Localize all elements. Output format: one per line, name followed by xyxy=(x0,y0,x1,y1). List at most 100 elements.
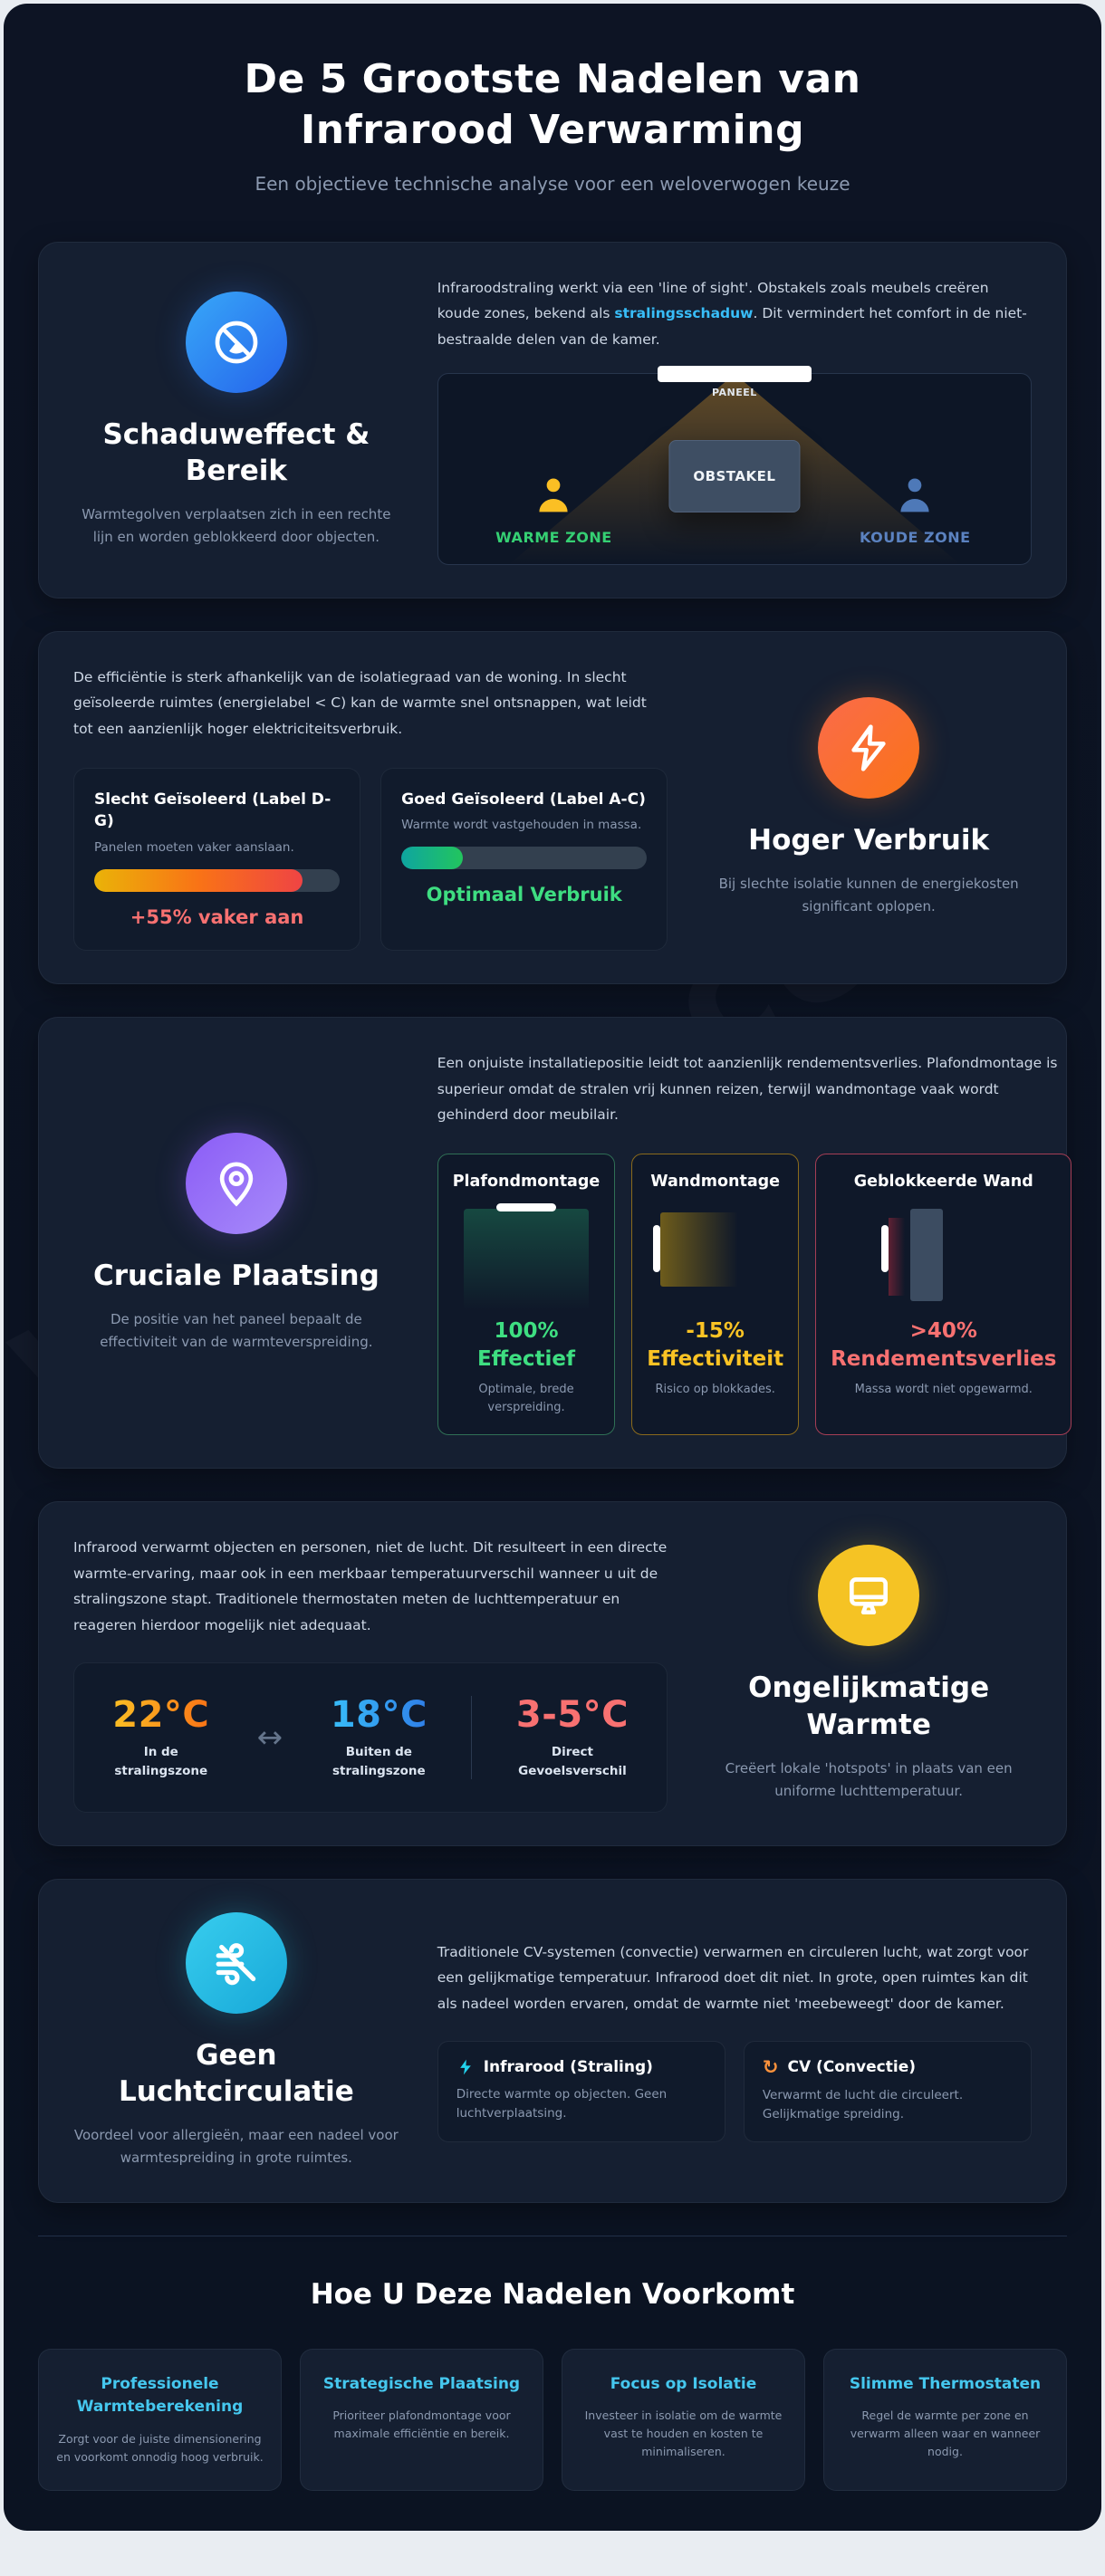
section-schaduweffect: Schaduweffect & Bereik Warmtegolven verp… xyxy=(38,241,1067,599)
map-pin-icon xyxy=(185,1132,287,1234)
section-subheading: Warmtegolven verplaatsen zich in een rec… xyxy=(82,506,391,545)
warmte-body: Infrarood verwarmt objecten en personen,… xyxy=(73,1535,668,1813)
heat-spread-graphic xyxy=(463,1208,589,1310)
verbruik-intro-column: Hoger Verbruik Bij slechte isolatie kunn… xyxy=(706,696,1032,918)
card-geblokkeerde-wand: Geblokkeerde Wand >40% Rendementsverlies… xyxy=(815,1153,1072,1436)
tip-isolatie: Focus op Isolatie Investeer in isolatie … xyxy=(562,2348,805,2491)
card-goed-geisoleerd: Goed Geïsoleerd (Label A-C) Warmte wordt… xyxy=(380,767,668,951)
warmte-paragraph: Infrarood verwarmt objecten en personen,… xyxy=(73,1539,668,1634)
blocked-heat-graphic xyxy=(888,1217,905,1296)
warmte-intro-column: Ongelijkmatige Warmte Creëert lokale 'ho… xyxy=(706,1545,1032,1802)
value-word: Effectiviteit xyxy=(647,1347,784,1371)
stat-in-zone: 22°C In de stralingszone xyxy=(112,1694,209,1781)
section-subheading: Bij slechte isolatie kunnen de energieko… xyxy=(718,876,1019,915)
card-desc: Verwarmt de lucht die circuleert. Gelijk… xyxy=(762,2087,964,2122)
stat-out-zone: 18°C Buiten de stralingszone xyxy=(331,1694,428,1781)
tip-desc: Prioriteer plafondmontage voor maximale … xyxy=(332,2408,511,2441)
card-title: Geblokkeerde Wand xyxy=(853,1172,1033,1191)
section-subheading: Voordeel voor allergieën, maar een nadee… xyxy=(73,2127,399,2166)
refresh-icon: ↻ xyxy=(762,2055,779,2078)
section-heading: Geen Luchtcirculatie xyxy=(73,2037,399,2111)
verbruik-paragraph: De efficiëntie is sterk afhankelijk van … xyxy=(73,668,647,737)
panel-graphic-bar xyxy=(880,1224,889,1272)
schaduweffect-intro-column: Schaduweffect & Bereik Warmtegolven verp… xyxy=(73,291,399,549)
bolt-cyan-icon xyxy=(459,2059,471,2074)
line-of-sight-diagram: PANEEL WARME ZONE OBSTAKEL xyxy=(437,365,1032,565)
page-subtitle: Een objectieve technische analyse voor e… xyxy=(255,172,850,195)
card-infrarood-straling: Infrarood (Straling) Directe warmte op o… xyxy=(437,2040,725,2142)
vertical-divider xyxy=(471,1695,473,1779)
tip-title: Slimme Thermostaten xyxy=(849,2374,1042,2393)
value-number: -15% xyxy=(686,1318,745,1343)
lucht-paragraph: Traditionele CV-systemen (convectie) ver… xyxy=(437,1943,1029,2012)
section-ongelijkmatige-warmte: Infrarood verwarmt objecten en personen,… xyxy=(38,1501,1067,1846)
panel-graphic-bar xyxy=(495,1202,556,1211)
heating-compare-cards: Infrarood (Straling) Directe warmte op o… xyxy=(437,2040,1032,2142)
stat-value: 3-5°C xyxy=(515,1693,629,1736)
wall-mount-graphic xyxy=(648,1203,783,1310)
tip-thermostaten: Slimme Thermostaten Regel de warmte per … xyxy=(823,2348,1067,2491)
card-title: Wandmontage xyxy=(650,1172,781,1191)
warm-zone-label: WARME ZONE xyxy=(495,528,612,546)
stat-value: 18°C xyxy=(330,1693,428,1736)
card-slecht-geisoleerd: Slecht Geïsoleerd (Label D-G) Panelen mo… xyxy=(73,767,361,951)
usage-bar-fill-green xyxy=(401,847,463,870)
tip-plaatsing: Strategische Plaatsing Prioriteer plafon… xyxy=(300,2348,543,2491)
usage-bar-track xyxy=(94,868,341,892)
stat-label-line1: Buiten de xyxy=(345,1744,412,1759)
signal-blocked-icon xyxy=(185,291,287,393)
value-number: >40% xyxy=(909,1318,977,1343)
card-value: >40% Rendementsverlies xyxy=(831,1317,1056,1374)
cold-zone-label: KOUDE ZONE xyxy=(860,528,971,546)
card-plafondmontage: Plafondmontage 100% Effectief Optimale, … xyxy=(437,1153,616,1436)
card-desc: Panelen moeten vaker aanslaan. xyxy=(94,839,294,855)
temperature-comparison-card: 22°C In de stralingszone ↔ 18°C Buiten d… xyxy=(73,1661,668,1813)
infographic-poster: warmte.com De 5 Grootste Nadelen van Inf… xyxy=(4,4,1101,2531)
panel-label: PANEEL xyxy=(711,386,757,398)
blocked-wall-graphic xyxy=(876,1203,1012,1310)
section-cruciale-plaatsing: Cruciale Plaatsing De positie van het pa… xyxy=(38,1016,1072,1470)
tip-title: Focus op Isolatie xyxy=(610,2374,757,2393)
stat-label: Direct Gevoelsverschil xyxy=(516,1743,629,1781)
section-heading-text: Geen Luchtcirculatie xyxy=(118,2038,354,2108)
card-desc: Risico op blokkades. xyxy=(655,1383,775,1397)
person-cold-icon xyxy=(900,478,929,512)
section-hoger-verbruik: De efficiëntie is sterk afhankelijk van … xyxy=(38,630,1067,984)
placement-cards: Plafondmontage 100% Effectief Optimale, … xyxy=(437,1153,1072,1436)
section-heading: Ongelijkmatige Warmte xyxy=(748,1671,990,1741)
card-value: -15% Effectiviteit xyxy=(647,1317,783,1374)
section-subheading: De positie van het paneel bepaalt de eff… xyxy=(100,1310,373,1350)
schaduweffect-paragraph: Infraroodstraling werkt via een 'line of… xyxy=(437,275,1032,353)
card-value: +55% vaker aan xyxy=(130,905,304,928)
usage-bar-track xyxy=(401,847,648,870)
value-word: Rendementsverlies xyxy=(831,1347,1057,1371)
stat-label: In de stralingszone xyxy=(112,1743,209,1781)
stat-value: 22°C xyxy=(112,1693,210,1736)
section-geen-luchtcirculatie: Geen Luchtcirculatie Voordeel voor aller… xyxy=(38,1878,1067,2203)
card-title: Slecht Geïsoleerd (Label D-G) xyxy=(94,790,332,831)
tips-grid: Professionele Warmteberekening Zorgt voo… xyxy=(38,2348,1067,2491)
stat-label-line2: Gevoelsverschil xyxy=(518,1763,627,1778)
lucht-body: Traditionele CV-systemen (convectie) ver… xyxy=(437,1939,1032,2142)
page-title-line1: De 5 Grootste Nadelen van xyxy=(244,56,861,102)
stat-label: Buiten de stralingszone xyxy=(331,1743,428,1781)
left-right-arrow-icon: ↔ xyxy=(256,1719,283,1756)
card-value: Optimaal Verbruik xyxy=(426,884,622,906)
card-desc: Warmte wordt vastgehouden in massa. xyxy=(401,818,642,833)
section-heading: Hoger Verbruik xyxy=(748,823,990,857)
stat-label-line2: stralingszone xyxy=(332,1763,426,1778)
stat-label-line2: stralingszone xyxy=(114,1763,208,1778)
footer-prevention: Hoe U Deze Nadelen Voorkomt Professionel… xyxy=(38,2235,1067,2491)
card-cv-convectie: ↻ CV (Convectie) Verwarmt de lucht die c… xyxy=(743,2040,1032,2142)
card-wandmontage: Wandmontage -15% Effectiviteit Risico op… xyxy=(631,1153,800,1436)
paragraph-text: Infraroodstraling werkt via een 'line of… xyxy=(437,279,989,322)
panel-graphic-bar xyxy=(652,1224,660,1272)
obstacle-box: OBSTAKEL xyxy=(668,440,801,513)
lucht-intro-column: Geen Luchtcirculatie Voordeel voor aller… xyxy=(73,1911,399,2169)
tip-desc: Regel de warmte per zone en verwarm alle… xyxy=(850,2408,1041,2459)
usage-bar-fill-hot xyxy=(94,868,303,892)
paragraph-text: . Dit vermindert het comfort in de niet-… xyxy=(437,305,1027,348)
card-title: Goed Geïsoleerd (Label A-C) xyxy=(401,790,646,809)
cold-zone: KOUDE ZONE xyxy=(829,473,1001,546)
schaduweffect-body: Infraroodstraling werkt via een 'line of… xyxy=(437,275,1032,565)
